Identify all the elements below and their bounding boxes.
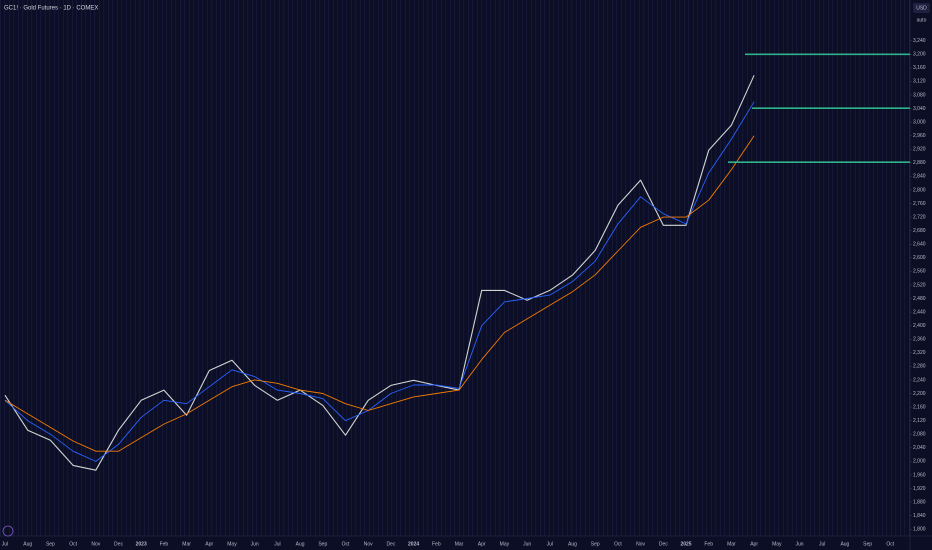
y-tick-label: 3,000 — [913, 119, 926, 125]
chart-title: GC1! · Gold Futures · 1D · COMEX — [4, 6, 98, 12]
series-line — [4, 135, 755, 452]
x-tick-label: May — [772, 541, 782, 547]
x-tick-label: Mar — [727, 541, 736, 547]
x-tick-label: Apr — [750, 541, 758, 547]
x-tick-label: Nov — [91, 541, 100, 547]
y-tick-label: 2,320 — [913, 350, 926, 356]
y-tick-label: 2,840 — [913, 174, 926, 180]
currency: USD — [916, 5, 927, 11]
x-tick-label: Jul — [274, 541, 280, 547]
y-tick-label: 2,480 — [913, 296, 926, 302]
x-tick-label: Apr — [205, 541, 213, 547]
x-tick-label: Oct — [342, 541, 350, 547]
y-tick-label: 2,720 — [913, 214, 926, 220]
x-tick-label: Nov — [364, 541, 373, 547]
y-tick-label: 2,400 — [913, 323, 926, 329]
x-tick-label: Dec — [114, 541, 123, 547]
x-tick-label: Aug — [296, 541, 305, 547]
grid-stripes — [0, 0, 910, 536]
x-tick-label: Jun — [523, 541, 531, 547]
y-tick-label: 2,280 — [913, 364, 926, 370]
y-tick-label: 2,880 — [913, 160, 926, 166]
y-tick-label: 2,640 — [913, 242, 926, 248]
x-tick-label: Oct — [886, 541, 894, 547]
y-tick-label: 2,760 — [913, 201, 926, 207]
y-tick-label: 3,120 — [913, 79, 926, 85]
y-tick-label: 1,920 — [913, 486, 926, 492]
y-tick-label: 2,200 — [913, 391, 926, 397]
x-tick-label: Jul — [547, 541, 553, 547]
y-tick-label: 2,000 — [913, 459, 926, 465]
y-tick-label: 3,160 — [913, 65, 926, 71]
y-tick-label: 3,040 — [913, 106, 926, 112]
x-tick-label: Jun — [795, 541, 803, 547]
x-tick-label: Sep — [863, 541, 872, 547]
x-tick-label: Feb — [704, 541, 713, 547]
x-tick-label: May — [500, 541, 510, 547]
y-tick-label: 1,960 — [913, 472, 926, 478]
y-tick-label: 1,840 — [913, 513, 926, 519]
x-tick-label: Sep — [318, 541, 327, 547]
y-tick-label: 3,080 — [913, 92, 926, 98]
x-tick-label: Jul — [819, 541, 825, 547]
y-tick-label: 1,880 — [913, 499, 926, 505]
x-tick-label: Aug — [23, 541, 32, 547]
y-tick-label: 2,520 — [913, 282, 926, 288]
y-tick-label: 2,120 — [913, 418, 926, 424]
x-tick-label: Feb — [432, 541, 441, 547]
y-tick-label: 2,040 — [913, 445, 926, 451]
x-tick-label: May — [227, 541, 237, 547]
x-tick-label: Oct — [69, 541, 77, 547]
series-line — [4, 75, 755, 471]
x-tick-label: Nov — [636, 541, 645, 547]
y-tick-label: 2,080 — [913, 432, 926, 438]
x-tick-label: Dec — [659, 541, 668, 547]
y-tick-label: 2,440 — [913, 309, 926, 315]
x-tick-label: Apr — [478, 541, 486, 547]
marks: 1,800 1,840 1,880 1,920 1,960 2,000 2,040 2,080… — [2, 38, 926, 547]
x-tick-label: Aug — [568, 541, 577, 547]
tv-logo — [2, 525, 14, 537]
x-tick-label: 2024 — [408, 541, 419, 547]
x-tick-label: Sep — [46, 541, 55, 547]
x-tick-label: Mar — [455, 541, 464, 547]
x-tick-label: Jun — [251, 541, 259, 547]
y-tick-label: 2,240 — [913, 377, 926, 383]
y-tick-label: 3,240 — [913, 38, 926, 44]
y-tick-label: 2,960 — [913, 133, 926, 139]
x-tick-label: Aug — [840, 541, 849, 547]
x-tick-label: Feb — [160, 541, 169, 547]
y-tick-label: 2,920 — [913, 147, 926, 153]
y-tick-label: 2,560 — [913, 269, 926, 275]
currency-badge — [913, 3, 930, 13]
x-tick-label: Oct — [614, 541, 622, 547]
y-tick-label: 2,680 — [913, 228, 926, 234]
y-tick-label: 1,800 — [913, 527, 926, 533]
x-tick-label: Dec — [386, 541, 395, 547]
y-tick-label: 2,800 — [913, 187, 926, 193]
x-tick-label: 2025 — [680, 541, 691, 547]
y-tick-label: 2,360 — [913, 337, 926, 343]
x-tick-label: Sep — [591, 541, 600, 547]
series-line — [4, 101, 755, 462]
scale-mode: auto — [917, 17, 927, 23]
x-tick-label: Mar — [182, 541, 191, 547]
y-tick-label: 2,160 — [913, 404, 926, 410]
x-tick-label: Jul — [2, 541, 8, 547]
y-tick-label: 2,600 — [913, 255, 926, 261]
x-tick-label: 2023 — [136, 541, 147, 547]
y-tick-label: 3,200 — [913, 52, 926, 58]
